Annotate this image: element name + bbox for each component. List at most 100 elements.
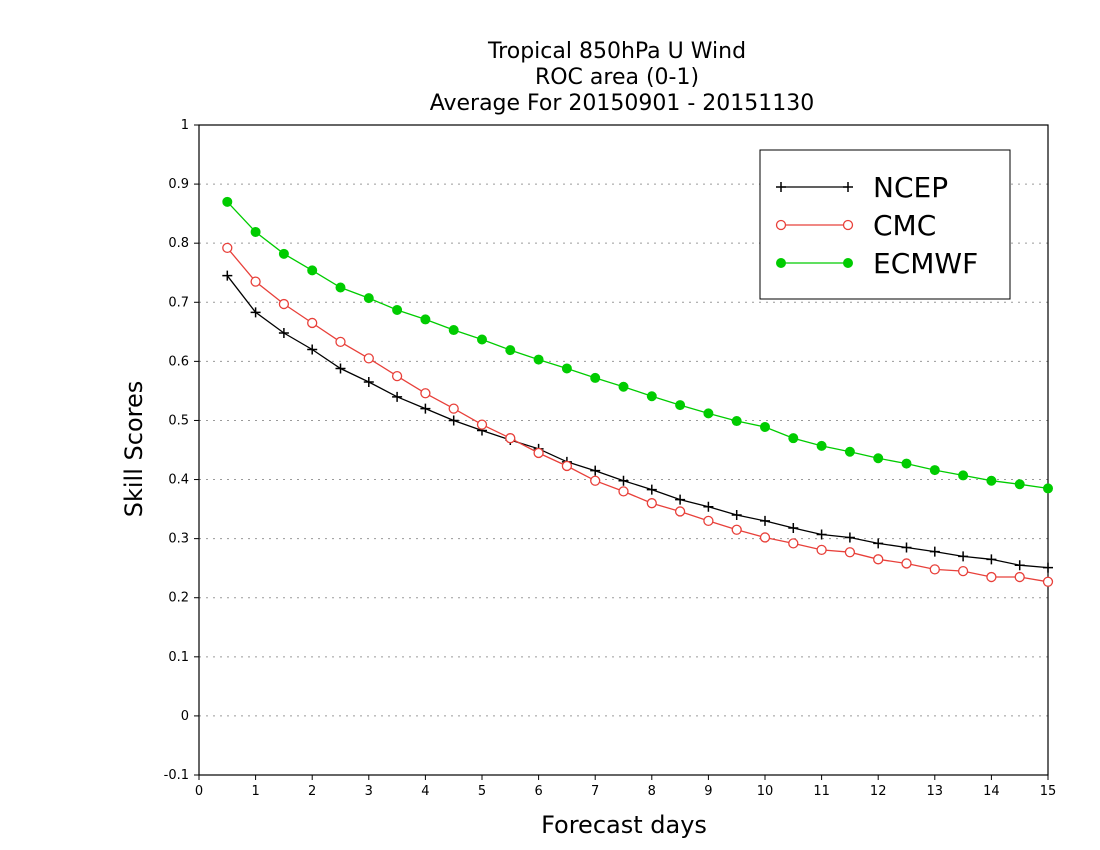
data-point-ecmwf (533, 354, 544, 365)
chart-title-line-2: ROC area (0-1) (535, 65, 699, 90)
y-tick-label: 0.7 (168, 295, 189, 310)
x-tick-label: 1 (251, 784, 259, 799)
series-line-ncep (226, 275, 1049, 569)
legend-item-cmc: CMC (775, 209, 936, 242)
data-point-ecmwf (250, 226, 261, 237)
data-point-ncep (731, 510, 742, 520)
data-point-cmc (335, 336, 346, 348)
y-tick-label: 0.3 (168, 532, 189, 547)
y-tick-label: 0.2 (168, 591, 189, 606)
data-point-ncep (250, 307, 261, 318)
y-tick-label: 0.5 (168, 413, 189, 428)
series-cmc (222, 242, 1054, 587)
y-tick-label: 0.4 (168, 473, 189, 488)
data-point-ncep (590, 465, 601, 476)
data-point-ecmwf (590, 372, 601, 383)
legend-item-ncep: NCEP (776, 171, 948, 204)
data-point-ncep (363, 377, 374, 388)
data-point-cmc (986, 571, 997, 583)
data-point-ecmwf (618, 381, 629, 392)
data-point-ecmwf (958, 470, 969, 481)
data-point-ecmwf (307, 265, 318, 276)
grid-lines (199, 183, 1048, 717)
data-point-ecmwf (788, 433, 799, 444)
legend-label-ecmwf: ECMWF (873, 247, 978, 280)
y-tick-label: -0.1 (164, 768, 189, 783)
data-point-cmc (307, 317, 318, 329)
y-tick-label: 0.8 (168, 236, 189, 251)
data-point-ncep (844, 532, 855, 543)
data-point-ecmwf (561, 363, 572, 374)
y-tick-label: 0 (181, 709, 189, 724)
data-point-ncep (986, 554, 997, 565)
data-point-cmc (363, 353, 374, 364)
legend: NCEP CMC ECMWF (759, 149, 1011, 300)
data-point-ncep (420, 403, 431, 414)
data-point-ecmwf (986, 475, 997, 486)
data-point-ncep (788, 523, 799, 533)
data-point-cmc (674, 506, 686, 517)
data-point-ecmwf (363, 293, 374, 304)
legend-marker-cmc (775, 219, 787, 231)
chart-title-line-1: Tropical 850hPa U Wind (487, 39, 746, 64)
data-point-cmc (703, 515, 714, 527)
legend-items: NCEP CMC ECMWF (775, 171, 978, 280)
data-point-cmc (476, 419, 488, 430)
y-tick-label: 0.6 (168, 354, 189, 369)
series-ncep (222, 270, 1053, 573)
data-point-ncep (901, 542, 912, 553)
legend-marker-ncep (843, 182, 853, 192)
data-point-ncep (646, 484, 657, 495)
data-point-cmc (816, 544, 827, 556)
data-point-ncep (873, 538, 884, 549)
data-point-ecmwf (278, 248, 289, 259)
data-point-ncep (278, 328, 289, 338)
chart-title: Tropical 850hPa U Wind ROC area (0-1) Av… (430, 39, 815, 116)
data-point-ecmwf (873, 453, 884, 464)
data-point-cmc (590, 475, 601, 486)
data-point-cmc (646, 498, 657, 509)
data-point-cmc (1014, 571, 1025, 583)
plot-frame (198, 124, 1049, 776)
data-point-ecmwf (675, 400, 686, 411)
data-point-ncep (760, 515, 770, 526)
data-point-ncep (335, 363, 346, 374)
data-point-ncep (1014, 560, 1025, 571)
y-axis-ticks: -0.1 0 0.1 0.2 0.3 0.4 0.5 0.6 0.7 0.8 0.9 1 (164, 118, 199, 783)
data-point-ecmwf (901, 458, 912, 469)
x-tick-label: 8 (648, 784, 656, 799)
x-tick-label: 14 (983, 784, 1000, 799)
x-tick-label: 2 (308, 784, 316, 799)
legend-item-ecmwf: ECMWF (776, 247, 978, 280)
x-tick-label: 7 (591, 784, 599, 799)
data-point-ecmwf (505, 345, 516, 356)
data-point-ecmwf (929, 465, 940, 476)
x-tick-label: 0 (195, 784, 203, 799)
data-point-ncep (958, 551, 969, 562)
data-point-ecmwf (222, 196, 233, 207)
data-point-ncep (816, 529, 827, 540)
data-point-ecmwf (420, 314, 431, 325)
data-point-ncep (392, 391, 403, 402)
data-point-ncep (929, 546, 940, 557)
data-point-ncep (618, 475, 629, 486)
series-ecmwf (222, 196, 1053, 494)
data-point-ecmwf (448, 325, 459, 336)
data-point-cmc (420, 388, 431, 399)
data-point-ecmwf (703, 408, 714, 419)
data-point-ecmwf (646, 391, 657, 402)
data-point-ncep (222, 270, 233, 281)
axes (198, 124, 1049, 776)
data-point-cmc (788, 538, 799, 549)
data-point-cmc (250, 276, 261, 287)
legend-label-ncep: NCEP (873, 171, 948, 204)
data-point-cmc (873, 554, 884, 565)
data-point-ecmwf (392, 304, 403, 315)
data-point-ecmwf (816, 440, 827, 451)
x-tick-label: 3 (365, 784, 373, 799)
data-point-cmc (278, 298, 290, 310)
x-tick-label: 6 (534, 784, 542, 799)
x-tick-label: 11 (813, 784, 830, 799)
data-point-cmc (618, 486, 629, 497)
